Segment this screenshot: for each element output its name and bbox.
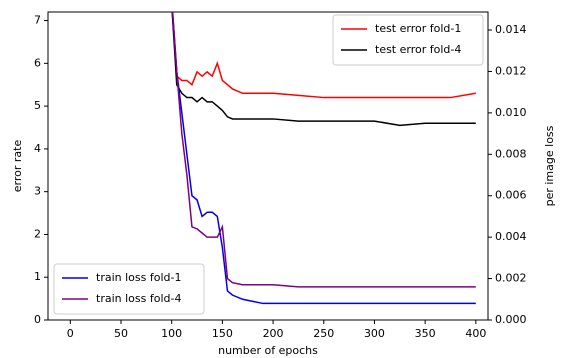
y2-tick-label: 0.000 bbox=[495, 313, 527, 326]
y-tick-label: 0 bbox=[34, 313, 41, 326]
plot-area bbox=[171, 12, 476, 305]
y2-tick-label: 0.002 bbox=[495, 272, 527, 285]
y2-tick-label: 0.006 bbox=[495, 189, 527, 202]
y-axis-label: error rate bbox=[11, 140, 24, 193]
line-series bbox=[171, 12, 476, 305]
x-tick-label: 200 bbox=[263, 327, 284, 340]
legend-label: test error fold-1 bbox=[375, 22, 461, 35]
x-tick-label: 150 bbox=[212, 327, 233, 340]
x-tick-label: 250 bbox=[313, 327, 334, 340]
x-tick-label: 0 bbox=[67, 327, 74, 340]
legend-box bbox=[332, 14, 484, 66]
y-tick-label: 5 bbox=[34, 99, 41, 112]
line-series bbox=[171, 12, 476, 99]
legend-label: test error fold-4 bbox=[375, 43, 461, 56]
x-tick-label: 300 bbox=[364, 327, 385, 340]
y-tick-label: 2 bbox=[34, 227, 41, 240]
y2-tick-label: 0.008 bbox=[495, 147, 527, 160]
x-tick-label: 50 bbox=[114, 327, 128, 340]
legend-label: train loss fold-4 bbox=[96, 292, 181, 305]
line-series bbox=[171, 12, 476, 288]
y2-tick-label: 0.012 bbox=[495, 64, 527, 77]
line-series bbox=[171, 12, 476, 127]
x-axis-label: number of epochs bbox=[218, 344, 318, 357]
y2-tick-label: 0.004 bbox=[495, 230, 527, 243]
x-tick-label: 100 bbox=[161, 327, 182, 340]
y-tick-label: 6 bbox=[34, 56, 41, 69]
legend-box bbox=[53, 263, 205, 315]
x-tick-label: 400 bbox=[465, 327, 486, 340]
legend-label: train loss fold-1 bbox=[96, 271, 181, 284]
y2-axis-label: per image loss bbox=[543, 125, 556, 206]
y-tick-label: 4 bbox=[34, 142, 41, 155]
y2-tick-label: 0.010 bbox=[495, 106, 527, 119]
y-tick-label: 3 bbox=[34, 185, 41, 198]
y-tick-label: 7 bbox=[34, 14, 41, 27]
x-tick-label: 350 bbox=[415, 327, 436, 340]
plot-frame bbox=[47, 11, 489, 321]
y2-tick-label: 0.014 bbox=[495, 23, 527, 36]
y-tick-label: 1 bbox=[34, 270, 41, 283]
